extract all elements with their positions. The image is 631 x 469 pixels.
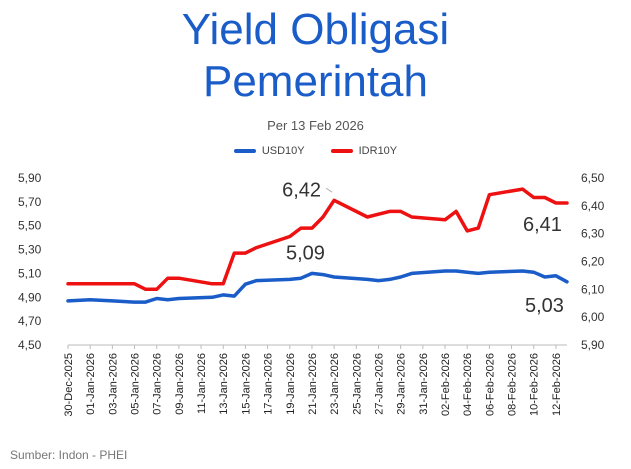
annotation-label: 5,09: [286, 242, 325, 264]
annotation-label: 5,03: [525, 295, 564, 317]
x-axis-tick-label: 01-Jan-2026: [85, 353, 97, 415]
legend-label-idr10y: IDR10Y: [358, 145, 398, 157]
legend-swatch-usd10y: [233, 149, 256, 153]
chart-title-line-1: Yield Obligasi: [181, 5, 450, 54]
x-axis-tick-label: 02-Feb-2026: [440, 353, 452, 416]
x-axis-tick-label: 21-Jan-2026: [307, 353, 319, 415]
right-axis-tick-label: 6,40: [581, 199, 605, 213]
left-axis-tick-label: 5,30: [18, 243, 42, 257]
chart-legend: USD10Y IDR10Y: [0, 145, 631, 157]
x-axis-tick-label: 12-Feb-2026: [551, 353, 563, 416]
left-axis-tick-label: 5,90: [18, 171, 42, 185]
right-axis-tick-label: 5,90: [581, 338, 605, 352]
x-axis-tick-label: 29-Jan-2026: [396, 353, 408, 415]
x-axis-tick-label: 31-Jan-2026: [418, 353, 430, 415]
x-axis-tick-label: 03-Jan-2026: [107, 353, 119, 415]
right-axis-tick-label: 6,50: [581, 171, 605, 185]
right-axis-tick-label: 6,10: [581, 282, 605, 296]
x-axis-tick-label: 06-Feb-2026: [484, 353, 496, 416]
chart-title-line-2: Pemerintah: [202, 57, 428, 106]
right-axis-tick-label: 6,00: [581, 310, 605, 324]
chart-source: Sumber: Indon - PHEI: [10, 448, 128, 462]
left-axis-tick-label: 4,90: [18, 290, 42, 304]
x-axis-tick-label: 08-Feb-2026: [507, 353, 519, 416]
legend-item-idr10y: IDR10Y: [330, 145, 398, 157]
chart-subtitle: Per 13 Feb 2026: [267, 118, 364, 133]
x-axis-tick-label: 17-Jan-2026: [263, 353, 275, 415]
left-axis-tick-label: 5,50: [18, 219, 42, 233]
legend-swatch-idr10y: [330, 149, 353, 153]
annotation-label: 6,42: [282, 179, 321, 201]
x-axis-tick-label: 27-Jan-2026: [373, 353, 385, 415]
x-axis-tick-label: 19-Jan-2026: [285, 353, 297, 415]
left-axis-tick-label: 4,70: [18, 314, 42, 328]
x-axis-tick-label: 09-Jan-2026: [174, 353, 186, 415]
x-axis-tick-label: 15-Jan-2026: [240, 353, 252, 415]
right-axis-tick-label: 6,20: [581, 255, 605, 269]
left-axis-tick-label: 4,50: [18, 338, 42, 352]
x-axis-tick-label: 23-Jan-2026: [329, 353, 341, 415]
x-axis-tick-label: 04-Feb-2026: [462, 353, 474, 416]
series-line-idr10y: [66, 187, 569, 292]
legend-item-usd10y: USD10Y: [233, 145, 305, 157]
x-axis-tick-label: 05-Jan-2026: [130, 353, 142, 415]
left-axis-tick-label: 5,10: [18, 266, 42, 280]
series-line-usd10y: [66, 269, 569, 304]
chart-title: Yield Obligasi Pemerintah: [0, 4, 631, 108]
annotation-label: 6,41: [523, 214, 562, 236]
x-axis-tick-label: 10-Feb-2026: [529, 353, 541, 416]
annotation-leader-line: [325, 187, 333, 193]
x-axis-tick-label: 13-Jan-2026: [218, 353, 230, 415]
x-axis-tick-label: 25-Jan-2026: [351, 353, 363, 415]
x-axis-tick-label: 11-Jan-2026: [196, 353, 208, 414]
left-axis-tick-label: 5,70: [18, 195, 42, 209]
legend-label-usd10y: USD10Y: [261, 145, 305, 157]
x-axis-tick-label: 30-Dec-2025: [63, 353, 75, 417]
x-axis-tick-label: 07-Jan-2026: [152, 353, 164, 415]
right-axis-tick-label: 6,30: [581, 227, 605, 241]
